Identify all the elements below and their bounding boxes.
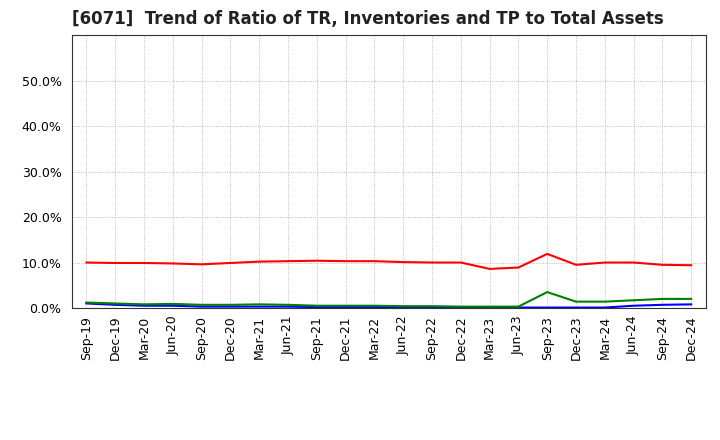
Trade Receivables xyxy=(456,260,465,265)
Inventories xyxy=(629,303,638,308)
Trade Receivables xyxy=(140,260,148,266)
Trade Payables xyxy=(284,302,292,308)
Trade Receivables xyxy=(312,258,321,264)
Trade Receivables xyxy=(428,260,436,265)
Trade Receivables xyxy=(111,260,120,266)
Trade Payables xyxy=(428,304,436,309)
Inventories xyxy=(341,304,350,310)
Inventories xyxy=(485,305,494,310)
Trade Payables xyxy=(399,304,408,309)
Trade Payables xyxy=(341,303,350,308)
Trade Payables xyxy=(629,297,638,303)
Inventories xyxy=(687,302,696,307)
Trade Receivables xyxy=(629,260,638,265)
Trade Receivables xyxy=(226,260,235,266)
Trade Payables xyxy=(111,301,120,306)
Trade Payables xyxy=(82,300,91,305)
Trade Payables xyxy=(572,299,580,304)
Trade Receivables xyxy=(341,259,350,264)
Trade Receivables xyxy=(572,262,580,268)
Inventories xyxy=(658,302,667,308)
Trade Payables xyxy=(140,302,148,307)
Trade Payables xyxy=(485,304,494,309)
Trade Receivables xyxy=(197,262,206,267)
Inventories xyxy=(428,304,436,310)
Trade Payables xyxy=(312,303,321,308)
Inventories xyxy=(140,303,148,308)
Inventories xyxy=(600,305,609,310)
Trade Receivables xyxy=(485,266,494,271)
Inventories xyxy=(197,304,206,309)
Inventories xyxy=(284,304,292,309)
Trade Receivables xyxy=(514,265,523,270)
Inventories xyxy=(572,305,580,310)
Line: Trade Receivables: Trade Receivables xyxy=(86,254,691,269)
Trade Receivables xyxy=(82,260,91,265)
Inventories xyxy=(456,304,465,310)
Trade Receivables xyxy=(255,259,264,264)
Inventories xyxy=(312,304,321,310)
Trade Payables xyxy=(255,302,264,307)
Trade Payables xyxy=(456,304,465,309)
Trade Receivables xyxy=(370,259,379,264)
Trade Receivables xyxy=(658,262,667,268)
Trade Payables xyxy=(543,290,552,295)
Inventories xyxy=(111,302,120,308)
Inventories xyxy=(543,305,552,310)
Trade Receivables xyxy=(687,263,696,268)
Trade Payables xyxy=(687,296,696,301)
Trade Receivables xyxy=(600,260,609,265)
Inventories xyxy=(168,303,177,308)
Inventories xyxy=(370,304,379,310)
Inventories xyxy=(255,304,264,309)
Trade Payables xyxy=(514,304,523,309)
Inventories xyxy=(82,301,91,306)
Trade Payables xyxy=(658,296,667,301)
Trade Receivables xyxy=(284,259,292,264)
Trade Receivables xyxy=(168,261,177,266)
Text: [6071]  Trend of Ratio of TR, Inventories and TP to Total Assets: [6071] Trend of Ratio of TR, Inventories… xyxy=(72,10,664,28)
Inventories xyxy=(399,304,408,310)
Trade Payables xyxy=(600,299,609,304)
Trade Payables xyxy=(197,302,206,308)
Line: Trade Payables: Trade Payables xyxy=(86,292,691,307)
Trade Receivables xyxy=(543,251,552,257)
Trade Payables xyxy=(168,301,177,307)
Inventories xyxy=(226,304,235,309)
Trade Receivables xyxy=(399,260,408,265)
Trade Payables xyxy=(226,302,235,308)
Trade Payables xyxy=(370,303,379,308)
Line: Inventories: Inventories xyxy=(86,304,691,308)
Inventories xyxy=(514,305,523,310)
